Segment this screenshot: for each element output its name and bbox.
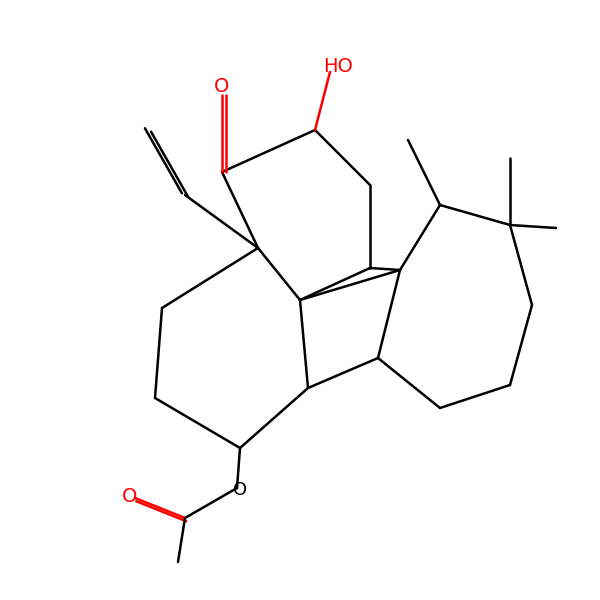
Text: HO: HO: [323, 58, 353, 76]
Text: O: O: [122, 487, 137, 505]
Text: O: O: [214, 77, 230, 97]
Text: O: O: [233, 481, 247, 499]
